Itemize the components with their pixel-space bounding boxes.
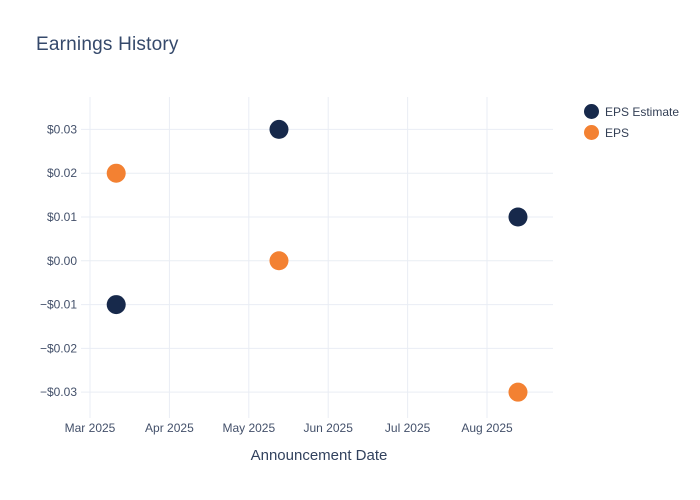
data-point-eps[interactable] [106,163,126,183]
legend-marker-eps [584,125,599,140]
x-tick-label: Mar 2025 [65,421,116,435]
data-point-eps[interactable] [508,382,528,402]
legend-label-eps-estimate: EPS Estimate [605,104,680,119]
y-tick-label: $0.03 [47,122,77,136]
y-tick-label: $0.02 [47,166,77,180]
y-tick-label: −$0.01 [40,298,77,312]
legend-item-eps[interactable]: EPS [584,125,679,140]
x-axis-title: Announcement Date [250,447,388,464]
legend-label-eps: EPS [605,125,630,140]
x-tick-label: Apr 2025 [145,421,194,435]
y-tick-label: $0.00 [47,254,77,268]
x-tick-label: Jul 2025 [385,421,431,435]
y-tick-label: $0.01 [47,210,77,224]
y-tick-label: −$0.03 [40,385,77,399]
chart-title: Earnings History [36,34,179,55]
legend-item-eps-estimate[interactable]: EPS Estimate [584,104,679,119]
x-tick-label: Aug 2025 [461,421,513,435]
data-point-eps-estimate[interactable] [269,119,289,139]
legend: EPS Estimate EPS [584,104,679,140]
data-point-eps-estimate[interactable] [508,207,528,227]
y-tick-label: −$0.02 [40,341,77,355]
x-tick-label: May 2025 [222,421,275,435]
data-point-eps-estimate[interactable] [106,295,126,315]
data-point-eps[interactable] [269,251,289,271]
legend-marker-eps-estimate [584,104,599,119]
x-tick-label: Jun 2025 [304,421,354,435]
